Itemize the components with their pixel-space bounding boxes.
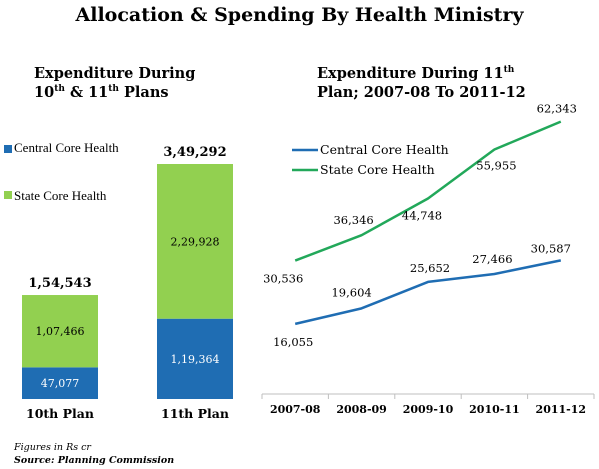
legend-swatch-central bbox=[4, 145, 12, 153]
line-data-label: 27,466 bbox=[472, 252, 512, 266]
bar-chart-title-line1: Expenditure During bbox=[34, 65, 196, 82]
line-chart-title-line2: Plan; 2007-08 To 2011-12 bbox=[317, 84, 526, 101]
bar-category-label: 11th Plan bbox=[161, 406, 229, 421]
bar-chart: 47,077 1,07,466 1,54,543 10th Plan 1,19,364 2… bbox=[22, 145, 233, 421]
bar-state-2 bbox=[157, 164, 233, 319]
line-state bbox=[294, 120, 562, 262]
bar-value-label: 2,29,928 bbox=[171, 235, 220, 248]
legend-label-state: State Core Health bbox=[320, 162, 435, 177]
line-chart-title-line1: Expenditure During 11th bbox=[317, 65, 515, 82]
source-note: Source: Planning Commission bbox=[14, 455, 175, 466]
bar-central-1 bbox=[22, 367, 98, 399]
bar-total-label: 1,54,543 bbox=[28, 276, 91, 291]
line-data-label: 25,652 bbox=[410, 261, 450, 275]
line-data-label: 16,055 bbox=[273, 335, 313, 349]
bar-value-label: 47,077 bbox=[41, 377, 80, 390]
line-chart-title: Expenditure During 11th Plan; 2007-08 To… bbox=[317, 64, 526, 102]
x-tick-label: 2007-08 bbox=[270, 403, 321, 416]
bar-category-label: 10th Plan bbox=[26, 406, 94, 421]
legend-swatch-state bbox=[4, 191, 12, 199]
line-data-label: 30,536 bbox=[263, 272, 303, 286]
line-central bbox=[294, 259, 562, 326]
x-tick-label: 2009-10 bbox=[403, 403, 454, 416]
line-data-label: 62,343 bbox=[537, 102, 577, 116]
bar-chart-title: Expenditure During 10th & 11th Plans bbox=[34, 64, 195, 102]
main-title: Allocation & Spending By Health Ministry bbox=[75, 4, 524, 26]
line-data-label: 19,604 bbox=[331, 285, 371, 299]
bar-state-1 bbox=[22, 295, 98, 368]
x-tick-label: 2010-11 bbox=[469, 403, 520, 416]
bar-total-label: 3,49,292 bbox=[163, 145, 226, 160]
line-data-label: 36,346 bbox=[333, 213, 373, 227]
line-data-label: 44,748 bbox=[402, 208, 442, 222]
line-data-label: 30,587 bbox=[531, 241, 571, 255]
x-tick-label: 2011-12 bbox=[536, 403, 587, 416]
x-tick-label: 2008-09 bbox=[336, 403, 387, 416]
bar-chart-title-line2: 10th & 11th Plans bbox=[34, 84, 169, 101]
legend-label-central: Central Core Health bbox=[320, 142, 449, 157]
bar-value-label: 1,19,364 bbox=[171, 353, 220, 366]
line-data-label: 55,955 bbox=[476, 159, 516, 173]
legend-label-central: Central Core Health bbox=[14, 140, 119, 155]
units-note: Figures in Rs cr bbox=[14, 442, 91, 453]
legend-label-state: State Core Health bbox=[14, 188, 107, 203]
bar-value-label: 1,07,466 bbox=[36, 325, 85, 338]
bar-central-2 bbox=[157, 318, 233, 399]
